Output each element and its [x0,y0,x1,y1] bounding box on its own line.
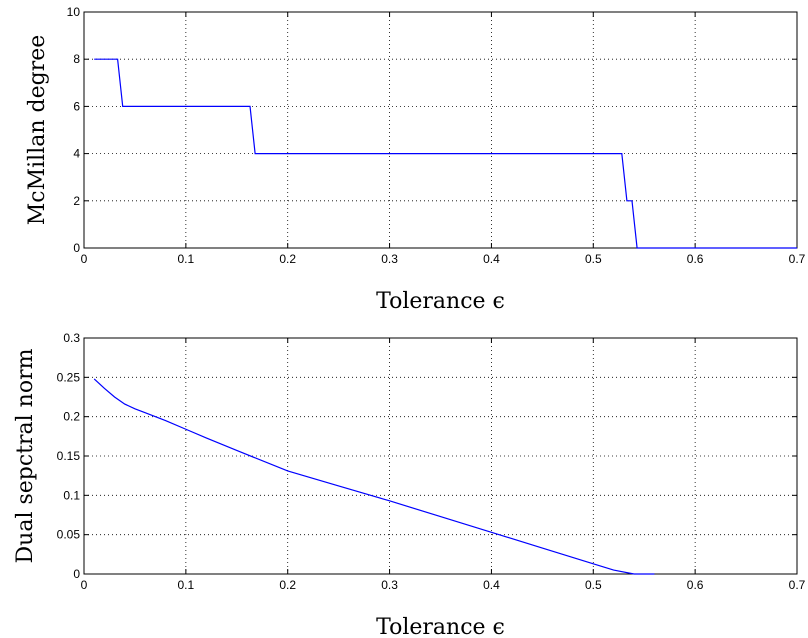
x-tick-label: 0.2 [279,578,296,592]
x-tick-label: 0.5 [585,578,602,592]
x-tick-label: 0 [81,252,88,266]
y-tick-label: 0.15 [57,449,81,463]
y-tick-label: 0 [73,241,80,255]
x-tick-label: 0.5 [585,252,602,266]
y-tick-label: 2 [73,194,80,208]
x-tick-label: 0.1 [178,578,195,592]
y-tick-label: 4 [73,147,80,161]
y-tick-label: 0.2 [63,410,80,424]
axes-box [83,11,798,249]
y-tick-label: 0.25 [57,370,81,384]
mcmillan-degree-plot: 0 0.1 0.2 0.3 0.4 0.5 0.6 0.7 0 2 4 6 8 10 Tolerance ϵ… [25,5,806,314]
y-tick-label: 0.3 [63,331,80,345]
y-tick-label: 8 [73,52,80,66]
x-axis-label: Tolerance ϵ [376,289,505,314]
x-axis-label: Tolerance ϵ [376,615,505,638]
x-tick-label: 0.7 [789,252,806,266]
series-line [93,378,655,575]
dual-spectral-norm-plot: 0 0.1 0.2 0.3 0.4 0.5 0.6 0.7 0 0.05 0.1 0.15 0.2 0.2… [13,331,806,638]
x-tick-label: 0.3 [381,578,398,592]
y-tick-label: 6 [73,99,80,113]
y-axis-label: Dual sepctral norm [13,348,38,563]
y-tick-label: 0.1 [63,488,80,502]
x-tick-label: 0.3 [381,252,398,266]
y-tick-label: 10 [67,5,81,19]
y-tick-label: 0 [73,567,80,581]
x-tick-label: 0.2 [279,252,296,266]
x-tick-label: 0.4 [483,252,500,266]
x-tick-label: 0.6 [687,252,704,266]
x-tick-label: 0.4 [483,578,500,592]
x-tick-label: 0.1 [178,252,195,266]
y-axis-label: McMillan degree [25,35,50,226]
x-tick-label: 0.7 [789,578,806,592]
x-tick-label: 0.6 [687,578,704,592]
y-tick-label: 0.05 [57,528,81,542]
series-line [94,58,797,249]
x-tick-label: 0 [81,578,88,592]
